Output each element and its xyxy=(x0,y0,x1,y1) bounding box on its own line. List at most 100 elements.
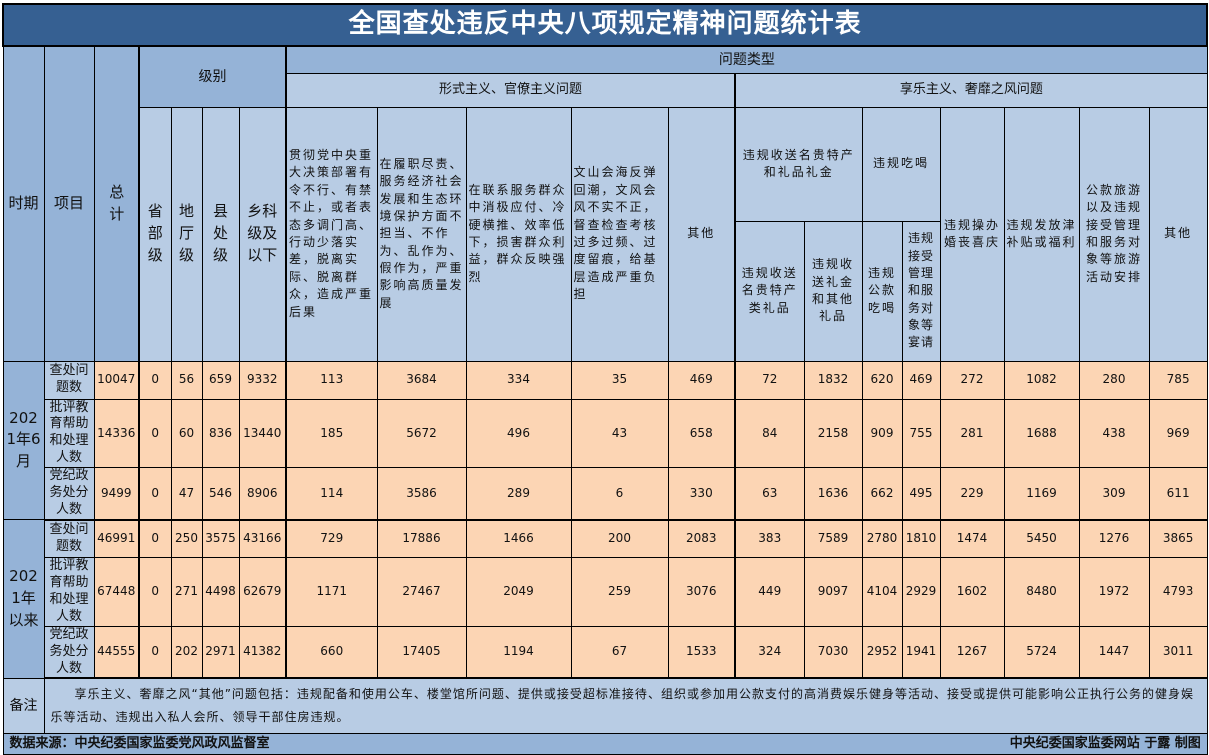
header-gifts-group: 违规收送名贵特产和礼品礼金 xyxy=(734,106,863,222)
value-cell: 43166 xyxy=(238,519,287,559)
row-item-label: 党纪政务处分人数 xyxy=(43,467,95,521)
row-item-label: 党纪政务处分人数 xyxy=(43,625,95,680)
table-row: 党纪政务处分人数 44555 0 202 2971 41382 660 17405 1194 67… xyxy=(3,625,1208,680)
value-cell: 1169 xyxy=(1003,467,1080,521)
value-cell: 1972 xyxy=(1078,557,1150,627)
value-cell: 17405 xyxy=(376,625,467,680)
value-cell: 2049 xyxy=(465,557,572,627)
header-weddings: 违规操办婚丧喜庆 xyxy=(939,106,1005,362)
value-cell: 1941 xyxy=(901,625,941,680)
value-cell: 662 xyxy=(861,467,903,521)
value-cell: 72 xyxy=(734,360,805,400)
value-cell: 755 xyxy=(901,398,941,469)
value-cell: 3011 xyxy=(1148,625,1208,680)
value-cell: 44555 xyxy=(93,625,140,680)
value-cell: 785 xyxy=(1148,360,1208,400)
header-level-bureau: 地厅级 xyxy=(170,106,203,362)
value-cell: 200 xyxy=(570,519,669,559)
value-cell: 1810 xyxy=(901,519,941,559)
value-cell: 4498 xyxy=(201,557,240,627)
value-cell: 3076 xyxy=(667,557,736,627)
value-cell: 46991 xyxy=(93,519,140,559)
value-cell: 0 xyxy=(138,360,172,400)
value-cell: 289 xyxy=(465,467,572,521)
value-cell: 0 xyxy=(138,398,172,469)
value-cell: 84 xyxy=(734,398,805,469)
table-row: 2021年6月 查处问题数 10047 0 56 659 9332 113 3684 334 35 4… xyxy=(2,360,1208,521)
value-cell: 43 xyxy=(570,398,669,469)
value-cell: 2780 xyxy=(861,519,903,559)
value-cell: 35 xyxy=(570,360,669,400)
value-cell: 6 xyxy=(570,467,669,521)
value-cell: 324 xyxy=(734,625,805,680)
value-cell: 1602 xyxy=(939,557,1005,627)
value-cell: 60 xyxy=(170,398,203,469)
value-cell: 330 xyxy=(667,467,736,521)
value-cell: 469 xyxy=(901,360,941,400)
page-title: 全国查处违反中央八项规定精神问题统计表 xyxy=(1,3,1209,47)
table-row: 2021年以来 查处问题数 46991 0 250 3575 43166 729 17886 14… xyxy=(2,519,1208,679)
value-cell: 969 xyxy=(1148,398,1208,469)
value-cell: 495 xyxy=(901,467,941,521)
header-period: 时期 xyxy=(2,45,45,362)
value-cell: 611 xyxy=(1148,467,1208,521)
header-formalism-col-1: 贯彻党中央重大决策部署有令不行、有禁不止，或者表态多调门高、行动少落实差，脱离实… xyxy=(285,106,378,362)
value-cell: 67448 xyxy=(93,557,140,627)
value-cell: 546 xyxy=(201,467,240,521)
value-cell: 0 xyxy=(138,625,172,680)
value-cell: 9097 xyxy=(803,557,863,627)
header-formalism: 形式主义、官僚主义问题 xyxy=(285,72,736,108)
value-cell: 0 xyxy=(138,519,172,559)
value-cell: 1474 xyxy=(939,519,1005,559)
value-cell: 5450 xyxy=(1003,519,1080,559)
value-cell: 1688 xyxy=(1003,398,1080,469)
header-dining-group: 违规吃喝 xyxy=(861,106,941,222)
table-row: 党纪政务处分人数 9499 0 47 546 8906 114 3586 289 6 330 63 16… xyxy=(3,467,1208,521)
header-gifts-money: 违规收送礼金和其他礼品 xyxy=(803,220,863,362)
value-cell: 8480 xyxy=(1003,557,1080,627)
header-formalism-col-4: 文山会海反弹回潮，文风会风不实不正，督查检查考核过多过频、过度留痕，给基层造成严… xyxy=(570,106,669,362)
value-cell: 658 xyxy=(667,398,736,469)
credit: 中央纪委国家监委网站 于露 制图 xyxy=(1009,735,1201,751)
value-cell: 202 xyxy=(170,625,203,680)
value-cell: 14336 xyxy=(93,398,140,469)
value-cell: 909 xyxy=(861,398,903,469)
value-cell: 113 xyxy=(285,360,378,400)
value-cell: 63 xyxy=(734,467,805,521)
value-cell: 250 xyxy=(170,519,203,559)
value-cell: 67 xyxy=(570,625,669,680)
header-dining-public: 违规公款吃喝 xyxy=(861,220,903,362)
value-cell: 280 xyxy=(1078,360,1150,400)
header-formalism-other: 其他 xyxy=(667,106,736,362)
value-cell: 185 xyxy=(285,398,378,469)
value-cell: 8906 xyxy=(238,467,287,521)
value-cell: 438 xyxy=(1078,398,1150,469)
header-allowances: 违规发放津补贴或福利 xyxy=(1003,106,1080,362)
value-cell: 62679 xyxy=(238,557,287,627)
value-cell: 2083 xyxy=(667,519,736,559)
value-cell: 2929 xyxy=(901,557,941,627)
header-item: 项目 xyxy=(43,45,95,362)
header-total: 总计 xyxy=(93,45,140,362)
value-cell: 1832 xyxy=(803,360,863,400)
value-cell: 27467 xyxy=(376,557,467,627)
value-cell: 1171 xyxy=(285,557,378,627)
value-cell: 2952 xyxy=(861,625,903,680)
value-cell: 7030 xyxy=(803,625,863,680)
value-cell: 1194 xyxy=(465,625,572,680)
value-cell: 0 xyxy=(138,467,172,521)
header-travel: 公款旅游以及违规接受管理和服务对象等旅游活动安排 xyxy=(1078,106,1150,362)
data-source: 数据来源：中央纪委国家监委党风政风监督室 xyxy=(9,735,270,751)
value-cell: 3865 xyxy=(1148,519,1208,559)
header-level: 级别 xyxy=(138,45,287,108)
value-cell: 41382 xyxy=(238,625,287,680)
row-item-label: 查处问题数 xyxy=(43,360,95,400)
value-cell: 1533 xyxy=(667,625,736,680)
value-cell: 10047 xyxy=(93,360,140,400)
note-label: 备注 xyxy=(2,677,45,735)
header-gifts-specialty: 违规收送名贵特产类礼品 xyxy=(734,220,805,362)
value-cell: 2158 xyxy=(803,398,863,469)
value-cell: 1636 xyxy=(803,467,863,521)
value-cell: 114 xyxy=(285,467,378,521)
value-cell: 13440 xyxy=(238,398,287,469)
